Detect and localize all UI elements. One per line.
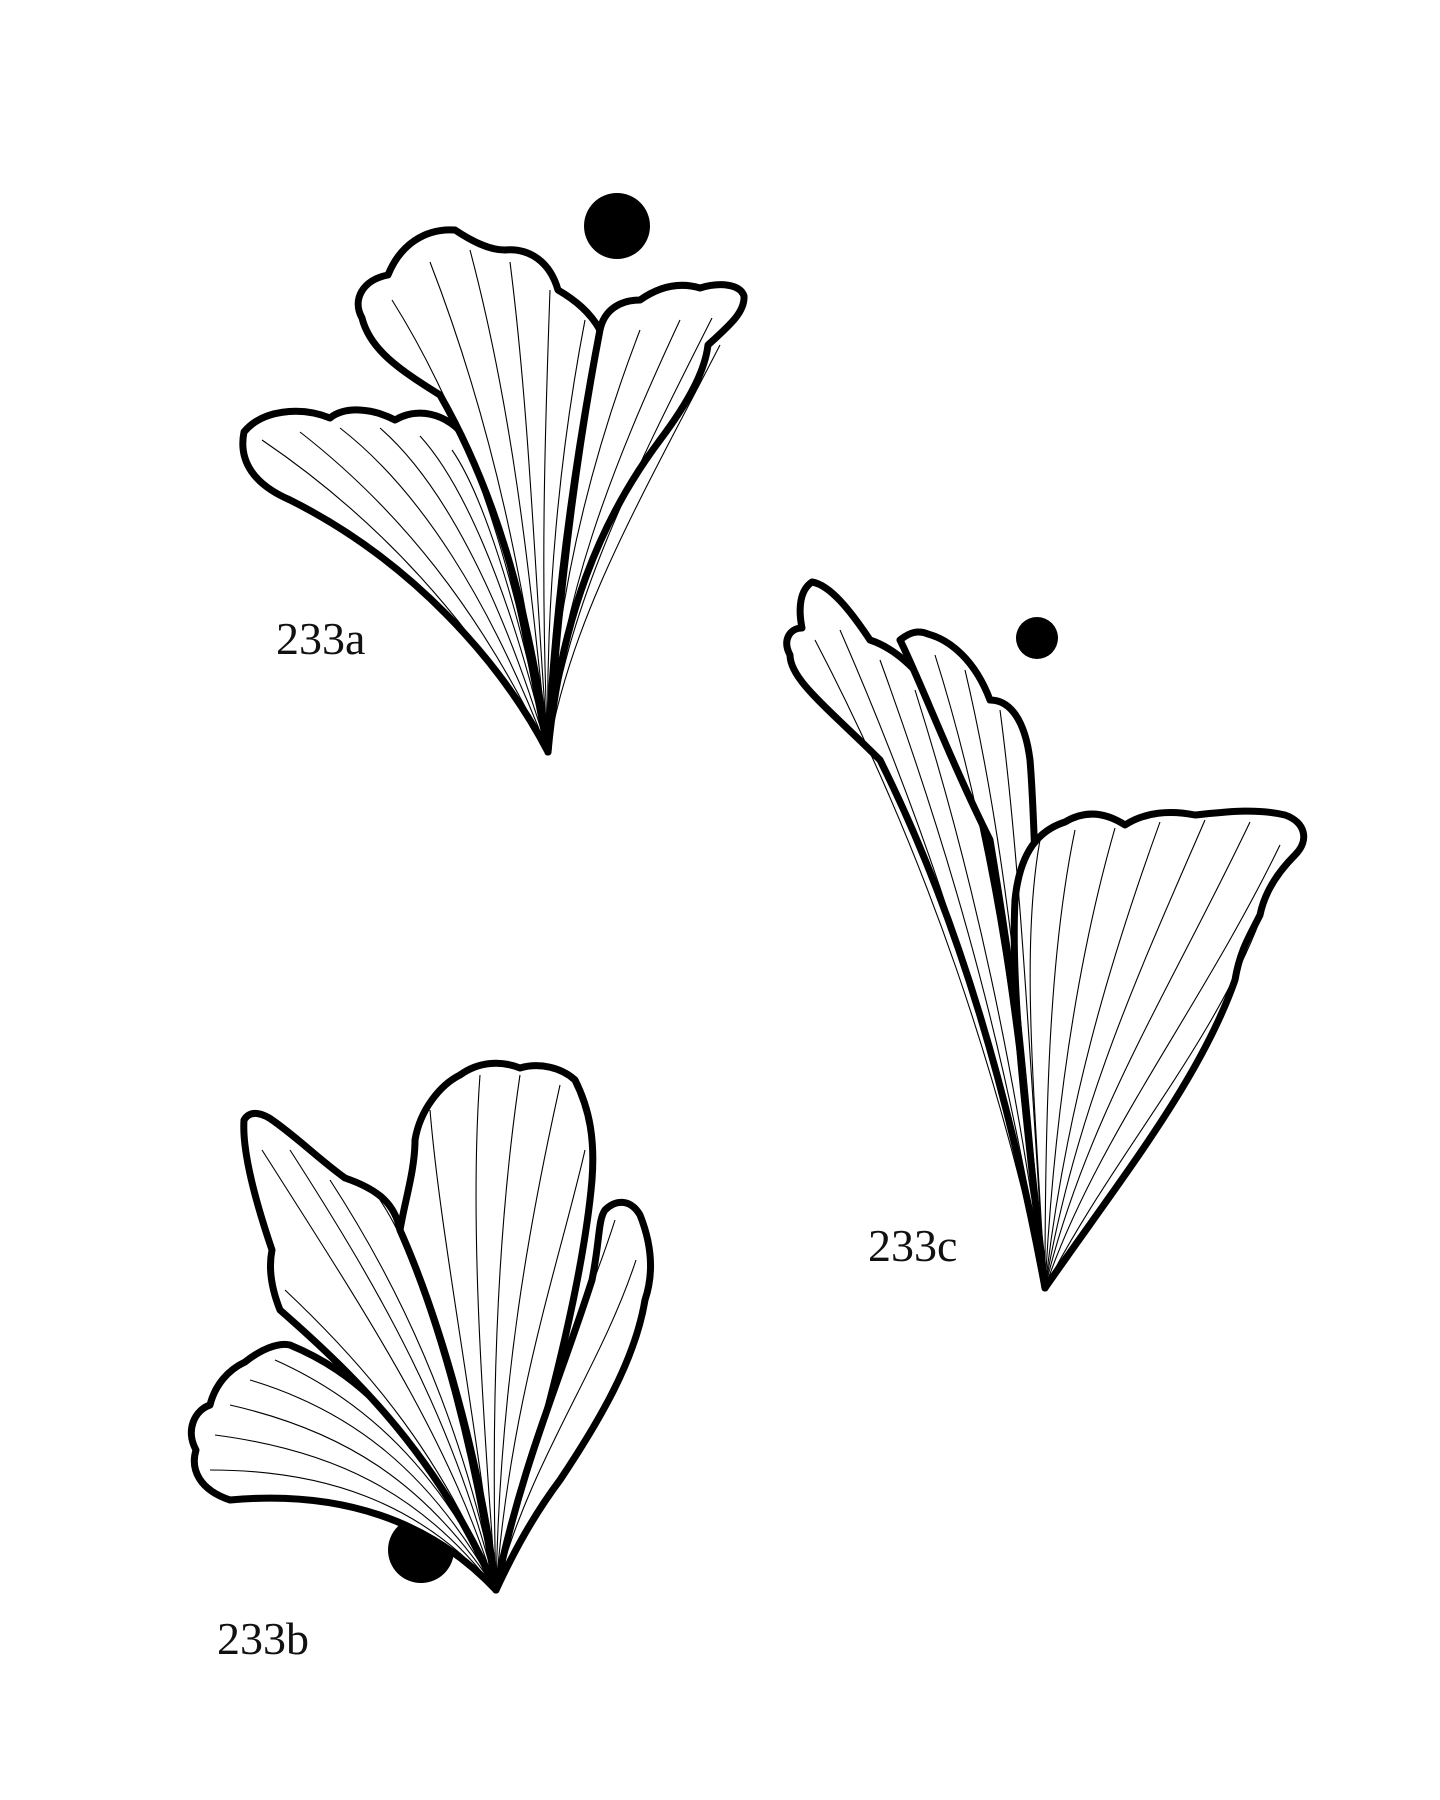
- design-label-233a: 233a: [276, 616, 365, 662]
- design-label-233c: 233c: [868, 1223, 957, 1269]
- design-label-233b: 233b: [217, 1616, 309, 1662]
- dot-233a: [584, 193, 650, 259]
- ginkgo-leaf-group-233c: [787, 582, 1304, 1288]
- ginkgo-leaf-group-233a: [243, 193, 744, 752]
- ginkgo-leaf-group-233b: [191, 1063, 650, 1590]
- leaf-lobe-right-233c: [1014, 811, 1304, 1288]
- dot-233c: [1016, 617, 1058, 659]
